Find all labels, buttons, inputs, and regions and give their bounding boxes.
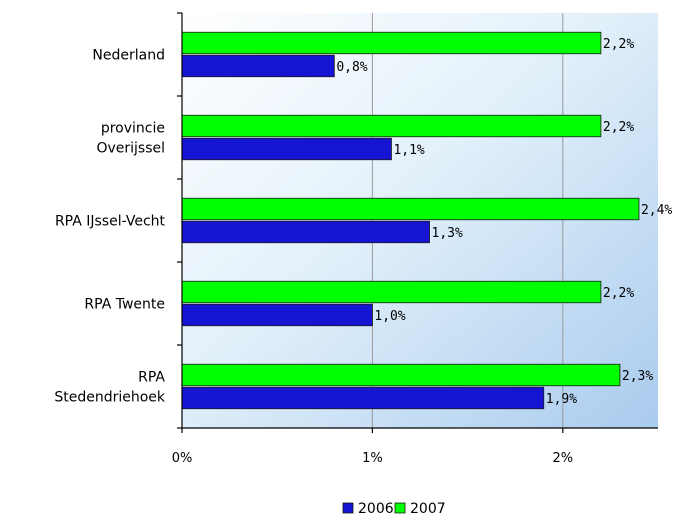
data-label-2007-1: 2,2% [603,120,634,135]
data-label-2007-2: 2,4% [641,203,672,218]
data-label-2006-1: 1,1% [393,143,424,158]
legend-label-2006: 2006 [358,501,394,517]
bar-2007-0 [181,31,602,55]
data-label-2007-3: 2,2% [603,286,634,301]
category-label-0: Nederland [92,48,165,64]
plot-area [182,13,658,428]
category-label-1: provincie Overijssel [96,121,165,157]
data-label-2006-2: 1,3% [432,226,463,241]
x-tick-label-2: 2% [552,451,573,466]
labels: 2,2% 0,8% Nederland 2,2% 1,1% provincie Overij… [54,37,672,407]
legend-swatch-2006 [342,502,354,514]
gridlines [371,13,564,428]
bar-2006-3 [181,303,373,327]
legend-swatch-2007 [394,502,406,514]
axes: 0% 1% 2% [172,12,658,466]
bar-2007-2 [181,197,640,221]
category-label-4: RPA Stedendriehoek [54,370,166,406]
bar-2006-4 [181,386,545,410]
legend: 2006 2007 [342,501,446,517]
category-label-line: Overijssel [96,141,165,157]
category-label-line: RPA IJssel-Vecht [55,214,166,230]
category-label-line: RPA [138,370,165,386]
data-label-2006-0: 0,8% [336,60,367,75]
data-label-2007-4: 2,3% [622,369,653,384]
bar-2007-3 [181,280,602,304]
category-label-3: RPA Twente [84,297,165,313]
bar-2006-0 [181,54,335,78]
category-label-line: Stedendriehoek [54,390,166,406]
x-tick-label-0: 0% [172,451,193,466]
data-label-2006-4: 1,9% [546,392,577,407]
bar-2006-2 [181,220,430,244]
category-label-line: RPA Twente [84,297,165,313]
bar-2007-4 [181,363,621,387]
category-label-line: provincie [101,121,165,137]
category-label-line: Nederland [92,48,165,64]
category-label-2: RPA IJssel-Vecht [55,214,166,230]
bar-2007-1 [181,114,602,138]
data-label-2007-0: 2,2% [603,37,634,52]
data-label-2006-3: 1,0% [374,309,405,324]
bars [181,31,640,410]
bar-2006-1 [181,137,392,161]
legend-label-2007: 2007 [410,501,446,517]
x-tick-label-1: 1% [362,451,383,466]
